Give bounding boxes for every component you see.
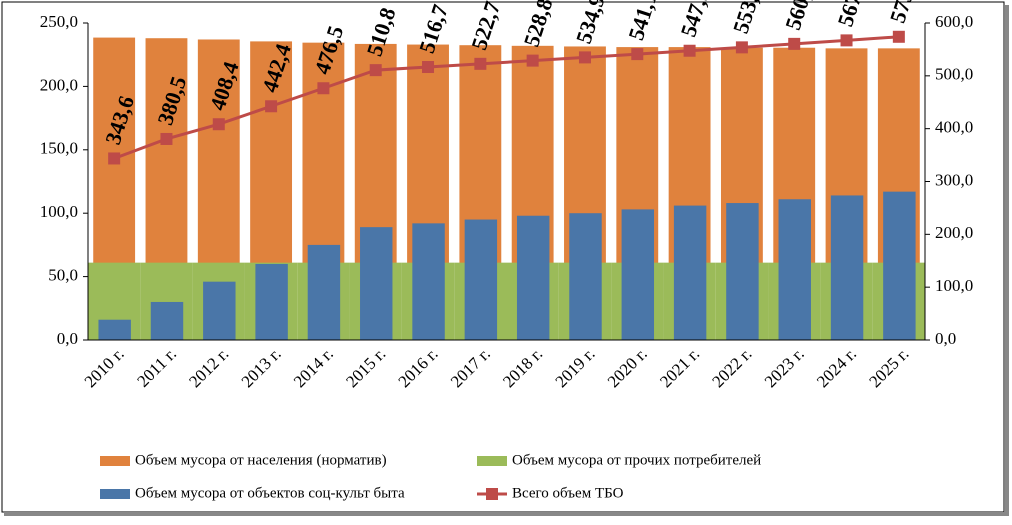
bar (516, 215, 550, 340)
bar (673, 205, 707, 340)
bar (98, 319, 131, 340)
bar (203, 281, 236, 340)
legend-swatch (100, 489, 130, 499)
marker (369, 64, 382, 77)
y-tick-label: 50,0 (48, 266, 78, 285)
bar (778, 199, 811, 340)
marker (474, 57, 487, 70)
marker (422, 61, 435, 74)
marker (683, 44, 696, 57)
y2-tick-label: 600,0 (935, 12, 973, 31)
marker (212, 118, 225, 131)
line (113, 35, 899, 160)
marker (735, 41, 748, 54)
bar (569, 213, 602, 340)
legend-label: Объем мусора от объектов соц-культ быта (135, 485, 405, 501)
legend-marker (486, 488, 498, 500)
y-tick-label: 250,0 (40, 12, 78, 31)
marker (892, 30, 905, 43)
marker (108, 152, 121, 165)
y-tick-label: 150,0 (40, 139, 78, 158)
bar (726, 203, 759, 340)
marker (317, 82, 330, 95)
y-tick-label: 200,0 (40, 75, 78, 94)
bar (307, 244, 341, 340)
y-tick-label: 100,0 (40, 202, 78, 221)
bar (883, 191, 916, 340)
marker (160, 132, 173, 145)
marker (840, 34, 853, 47)
bar (360, 227, 393, 340)
legend-swatch (477, 456, 507, 466)
marker (631, 48, 644, 61)
y2-tick-label: 400,0 (935, 118, 973, 137)
marker (526, 54, 539, 67)
marker (265, 100, 278, 113)
y2-tick-label: 300,0 (935, 170, 973, 189)
bar (621, 209, 655, 340)
y2-tick-label: 200,0 (935, 223, 973, 242)
y2-tick-label: 100,0 (935, 276, 973, 295)
marker (578, 51, 591, 64)
y2-tick-label: 0,0 (935, 329, 956, 348)
bar (830, 195, 864, 340)
bar (150, 301, 184, 340)
y2-tick-label: 500,0 (935, 65, 973, 84)
legend-label: Всего объем ТБО (512, 485, 624, 501)
legend-label: Объем мусора от прочих потребителей (512, 452, 761, 468)
legend-swatch (100, 456, 130, 466)
marker (788, 37, 801, 50)
bar (464, 219, 498, 340)
bar (412, 223, 445, 340)
y-tick-label: 0,0 (57, 329, 78, 348)
legend-label: Объем мусора от населения (норматив) (135, 452, 387, 468)
bar (255, 263, 288, 340)
